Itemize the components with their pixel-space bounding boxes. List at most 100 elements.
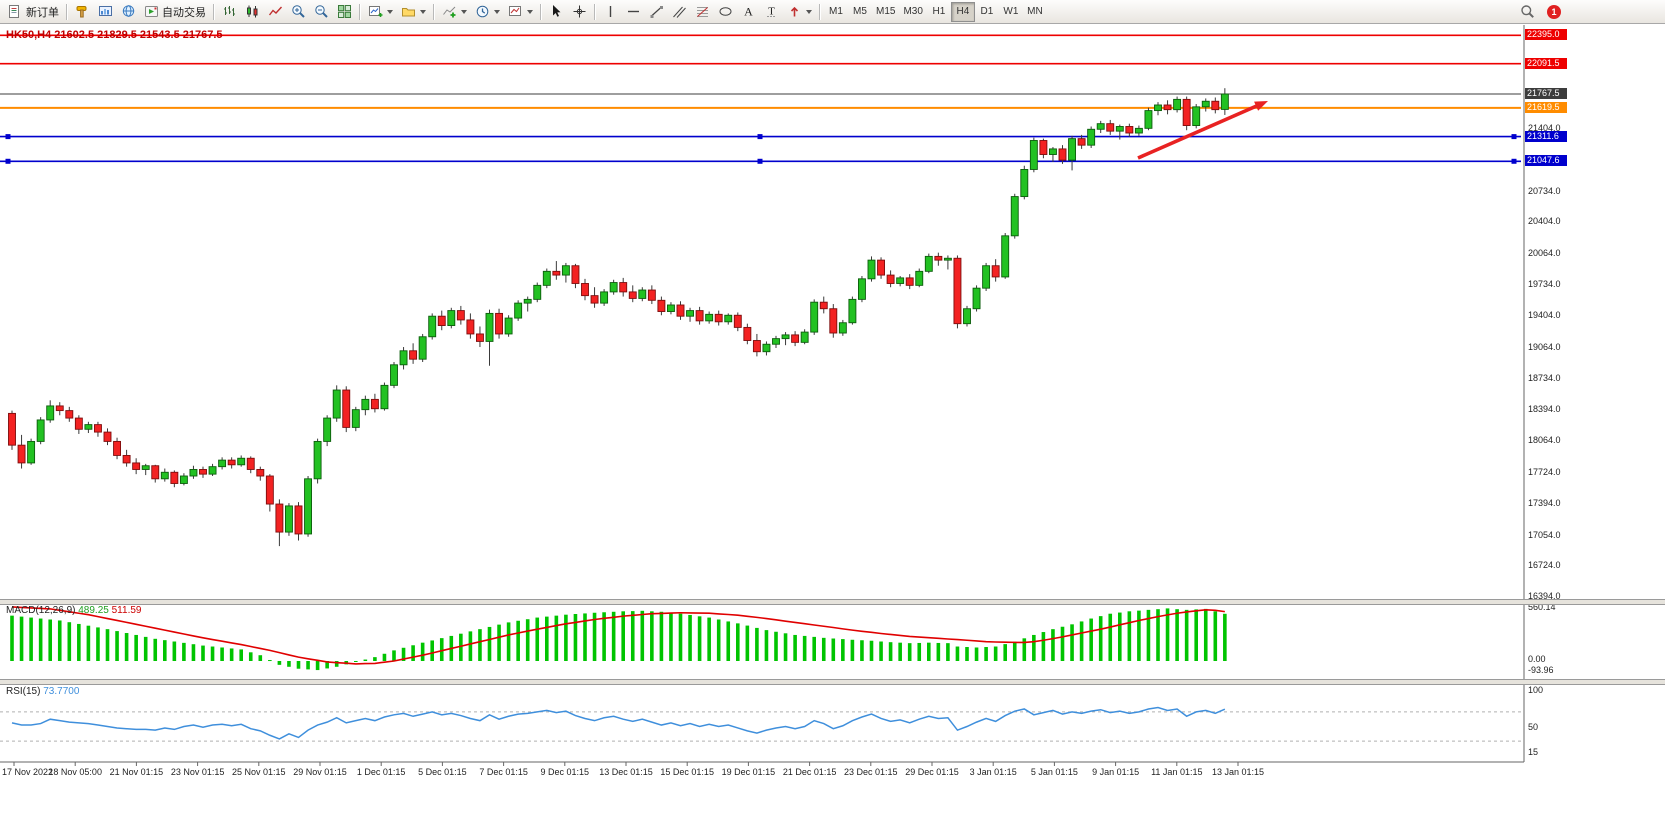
price-tick-label: 19734.0 xyxy=(1528,279,1561,290)
chart-area[interactable]: HK50,H4 21602.5 21829.5 21543.5 21767.5 … xyxy=(0,25,1665,832)
label-tool-button[interactable]: T xyxy=(760,2,783,22)
toolbar: 新订单 自动交易 xyxy=(0,0,1665,24)
macd-axis-min-label: -93.96 xyxy=(1528,665,1554,675)
chart-title: HK50,H4 21602.5 21829.5 21543.5 21767.5 xyxy=(6,29,223,41)
timeframe-h1-button[interactable]: H1 xyxy=(927,2,951,22)
timeframe-m5-button[interactable]: M5 xyxy=(848,2,872,22)
new-order-button[interactable]: 新订单 xyxy=(4,2,63,22)
timeframe-h4-button[interactable]: H4 xyxy=(950,1,975,22)
channel-icon xyxy=(673,6,686,18)
tools-button[interactable] xyxy=(71,2,94,22)
hammer-icon xyxy=(76,6,87,18)
price-tick-label: 19064.0 xyxy=(1528,341,1561,352)
timeframe-m1-button[interactable]: M1 xyxy=(824,2,848,22)
timeframe-mn-button[interactable]: MN xyxy=(1023,2,1047,22)
zoom-in-button[interactable] xyxy=(287,2,310,22)
fibonacci-tool-button[interactable] xyxy=(691,2,714,22)
time-axis-label: 19 Dec 01:15 xyxy=(721,767,776,777)
time-axis-label: 18 Nov 05:00 xyxy=(48,767,102,777)
chevron-down-icon xyxy=(387,9,393,14)
price-line-badge: 21619.5 xyxy=(1525,101,1567,113)
zoom-out-button[interactable] xyxy=(310,2,333,22)
timeframe-w1-button[interactable]: W1 xyxy=(999,2,1023,22)
time-axis-label: 5 Jan 01:15 xyxy=(1030,767,1078,777)
trendline-tool-button[interactable] xyxy=(645,2,668,22)
price-tick-label: 18734.0 xyxy=(1528,372,1561,383)
rsi-axis-label: 50 xyxy=(1528,721,1539,732)
panel-separator[interactable] xyxy=(0,679,1665,685)
templates-button[interactable] xyxy=(504,2,537,22)
candlestick-icon xyxy=(247,5,258,18)
rsi-label: RSI(15) 73.7700 xyxy=(6,686,79,697)
autotrading-label: 自动交易 xyxy=(162,6,206,19)
ohlc-bars-button[interactable] xyxy=(218,2,241,22)
time-axis-label: 29 Dec 01:15 xyxy=(905,767,959,777)
arrows-tool-button[interactable] xyxy=(783,2,816,22)
toolbar-separator xyxy=(213,3,215,20)
ohlc-bars-icon xyxy=(224,6,235,16)
line-chart-mode-button[interactable] xyxy=(264,2,287,22)
price-tick-label: 16724.0 xyxy=(1528,560,1561,571)
channel-tool-button[interactable] xyxy=(668,2,691,22)
new-order-icon xyxy=(9,5,19,18)
label-icon: T xyxy=(767,6,776,18)
price-tick-label: 18064.0 xyxy=(1528,435,1561,446)
community-button[interactable] xyxy=(117,2,140,22)
chart-template-icon xyxy=(509,6,521,16)
cursor-button[interactable] xyxy=(545,2,568,22)
search-button[interactable] xyxy=(1516,2,1539,22)
profiles-button[interactable] xyxy=(397,2,430,22)
rsi-name: RSI(15) xyxy=(6,686,41,697)
time-axis-label: 21 Nov 01:15 xyxy=(109,767,164,777)
rsi-axis-label: 15 xyxy=(1528,747,1539,758)
time-axis-label: 5 Dec 01:15 xyxy=(418,767,467,777)
periods-button[interactable] xyxy=(471,2,504,22)
new-order-label: 新订单 xyxy=(26,6,59,19)
price-tick-label: 20404.0 xyxy=(1528,216,1561,227)
zoom-out-icon xyxy=(315,5,328,18)
new-chart-button[interactable] xyxy=(364,2,397,22)
chevron-down-icon xyxy=(806,9,812,14)
vertical-line-icon xyxy=(609,6,612,17)
timeframe-d1-button[interactable]: D1 xyxy=(975,2,999,22)
toolbar-separator xyxy=(540,3,542,20)
panel-separator[interactable] xyxy=(0,599,1665,605)
time-axis-label: 13 Jan 01:15 xyxy=(1211,767,1265,777)
timeframe-m15-button[interactable]: M15 xyxy=(872,2,899,22)
ellipse-shape-icon xyxy=(719,7,732,16)
shapes-tool-button[interactable] xyxy=(714,2,737,22)
price-chart-canvas[interactable] xyxy=(0,25,1665,832)
time-axis-label: 15 Dec 01:15 xyxy=(660,767,714,777)
crosshair-button[interactable] xyxy=(568,2,591,22)
autotrading-button[interactable]: 自动交易 xyxy=(140,2,210,22)
chevron-down-icon xyxy=(461,9,467,14)
rsi-axis-label: 100 xyxy=(1528,685,1544,695)
tile-windows-button[interactable] xyxy=(333,2,356,22)
text-tool-button[interactable]: A xyxy=(737,2,760,22)
svg-text:T: T xyxy=(768,6,775,18)
svg-text:A: A xyxy=(744,5,753,19)
time-axis-label: 25 Nov 01:15 xyxy=(232,767,286,777)
macd-name: MACD(12,26,9) xyxy=(6,605,76,616)
vertical-line-tool-button[interactable] xyxy=(599,2,622,22)
time-axis-label: 9 Dec 01:15 xyxy=(540,767,590,777)
cursor-icon xyxy=(553,5,561,17)
search-icon xyxy=(1521,5,1534,18)
trendline-icon xyxy=(650,6,663,18)
notification-badge[interactable]: 1 xyxy=(1547,4,1561,19)
indicators-button[interactable] xyxy=(438,2,471,22)
time-axis-label: 29 Nov 01:15 xyxy=(293,767,347,777)
price-line-badge: 22091.5 xyxy=(1525,57,1567,69)
toolbar-separator xyxy=(66,3,68,20)
time-axis-label: 11 Jan 01:15 xyxy=(1151,767,1203,777)
globe-icon xyxy=(122,5,135,17)
timeframe-m30-button[interactable]: M30 xyxy=(899,2,926,22)
terminal-button[interactable] xyxy=(94,2,117,22)
folder-icon xyxy=(402,8,415,17)
price-tick-label: 21404.0 xyxy=(1528,122,1561,133)
candlestick-mode-button[interactable] xyxy=(241,2,264,22)
horizontal-line-tool-button[interactable] xyxy=(622,2,645,22)
macd-signal-value: 511.59 xyxy=(111,605,142,616)
toolbar-separator xyxy=(359,3,361,20)
new-chart-icon xyxy=(369,6,383,17)
